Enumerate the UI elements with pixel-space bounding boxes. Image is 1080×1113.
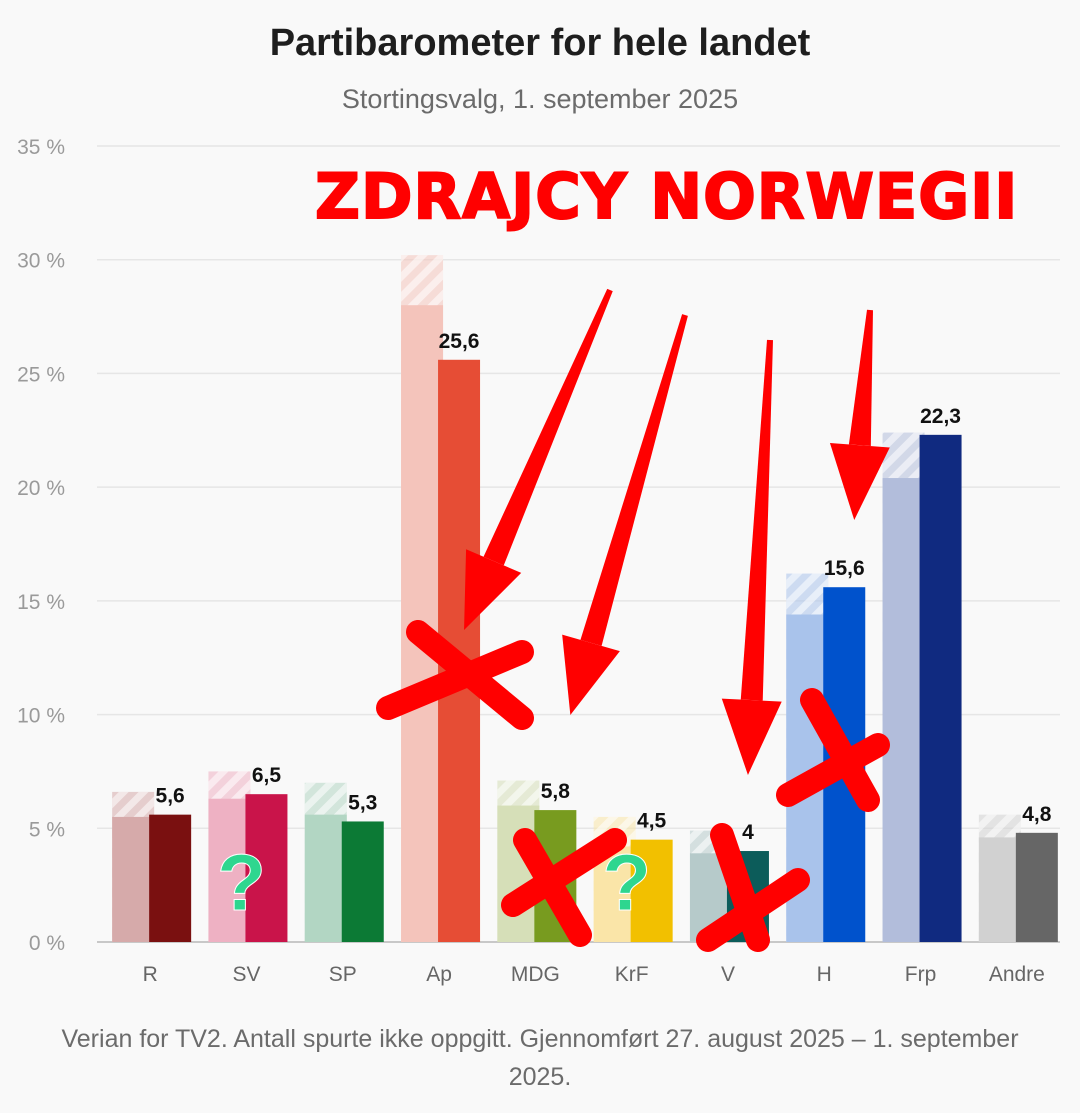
previous-bar xyxy=(882,478,925,942)
question-mark: ? xyxy=(217,838,266,927)
value-label: 15,6 xyxy=(824,557,865,580)
bar xyxy=(341,821,384,942)
x-tick-label: SP xyxy=(329,963,357,986)
arrow-shaft xyxy=(483,288,613,566)
value-labels: 5,6 6,5 5,3 25,6 5,8 4,5 4 15,6 22,3 4,8 xyxy=(156,330,1052,844)
bar-chart: 0 % 5 % 10 % 15 % 20 % 25 % 30 % 35 % 5,6 6,5 5,3… xyxy=(17,136,1060,986)
arrow-shaft xyxy=(740,339,773,701)
bar xyxy=(1015,832,1058,942)
value-label: 22,3 xyxy=(920,405,961,428)
cross-stroke xyxy=(376,640,534,720)
previous-bar xyxy=(978,837,1021,942)
chart-title: Partibarometer for hele landet xyxy=(269,22,811,64)
x-tick-label: MDG xyxy=(511,963,560,986)
y-tick-label: 35 % xyxy=(17,136,65,159)
y-tick-label: 0 % xyxy=(29,932,65,955)
previous-bar xyxy=(112,816,155,942)
bar xyxy=(149,814,192,942)
value-label: 5,8 xyxy=(541,780,571,803)
x-tick-label: KrF xyxy=(615,963,649,986)
y-tick-label: 30 % xyxy=(17,250,65,273)
question-mark: ? xyxy=(602,838,651,927)
y-tick-label: 10 % xyxy=(17,705,65,728)
x-tick-label: Frp xyxy=(905,963,937,986)
bar xyxy=(919,434,962,942)
arrow-head xyxy=(721,698,782,775)
x-tick-label: Andre xyxy=(989,963,1045,986)
x-tick-label: Ap xyxy=(426,963,452,986)
cross-stroke xyxy=(696,868,810,952)
value-label: 4,5 xyxy=(637,810,667,833)
arrow-shaft xyxy=(848,309,873,447)
x-axis-ticks: R SV SP Ap MDG KrF V H Frp Andre xyxy=(143,963,1045,986)
value-label: 6,5 xyxy=(252,764,282,787)
bars xyxy=(112,255,1058,943)
source-note: Verian for TV2. Antall spurte ikke oppgi… xyxy=(61,1025,1019,1091)
annotation-layer: ?? xyxy=(217,288,890,952)
cross-stroke xyxy=(501,828,627,917)
arrow-head xyxy=(464,549,522,630)
overlay-caption: ZDRAJCY NORWEGII xyxy=(314,159,1019,234)
arrow-shaft xyxy=(580,314,688,646)
bar xyxy=(245,794,288,942)
value-label: 5,3 xyxy=(348,791,377,814)
previous-bar xyxy=(208,798,251,942)
value-label: 4,8 xyxy=(1022,803,1052,826)
y-tick-label: 25 % xyxy=(17,363,65,386)
chart-subtitle: Stortingsvalg, 1. september 2025 xyxy=(341,84,739,114)
x-tick-label: R xyxy=(143,963,158,986)
cross-stroke xyxy=(800,688,880,812)
y-tick-label: 15 % xyxy=(17,591,65,614)
bar xyxy=(630,839,673,942)
value-label: 5,6 xyxy=(156,785,185,808)
x-tick-label: H xyxy=(817,963,832,986)
x-tick-label: SV xyxy=(232,963,260,986)
arrow-head xyxy=(829,442,890,520)
value-label: 4 xyxy=(742,821,754,844)
arrow-head xyxy=(562,634,620,715)
x-tick-label: V xyxy=(721,963,735,986)
y-axis-ticks: 0 % 5 % 10 % 15 % 20 % 25 % 30 % 35 % xyxy=(17,136,65,955)
y-tick-label: 5 % xyxy=(29,818,65,841)
y-tick-label: 20 % xyxy=(17,477,65,500)
value-label: 25,6 xyxy=(439,330,480,353)
previous-bar xyxy=(304,814,347,942)
cross-stroke xyxy=(776,733,890,807)
